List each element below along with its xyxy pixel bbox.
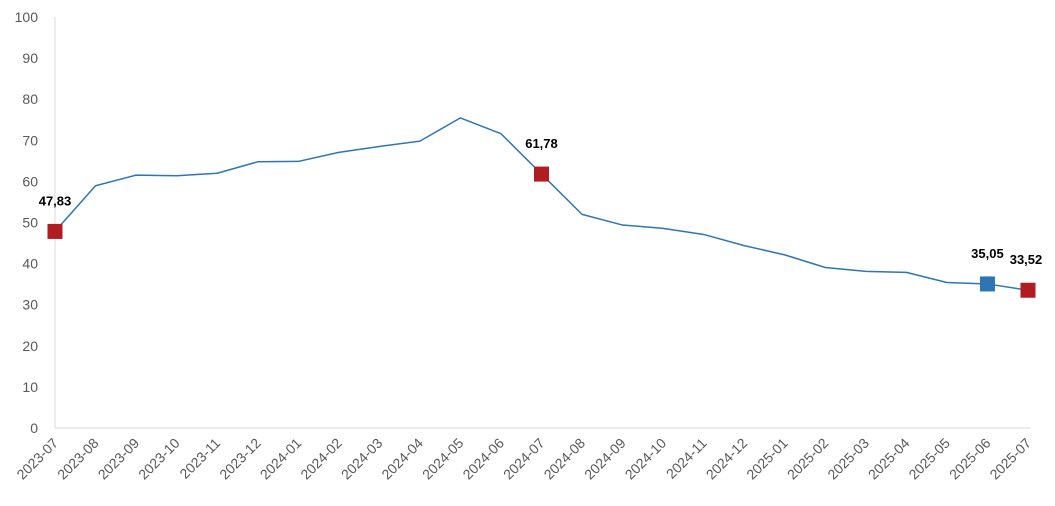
data-labels: 47,83 61,78 35,05 33,52 bbox=[39, 136, 1043, 267]
y-tick-label: 90 bbox=[22, 50, 38, 66]
x-tick-label: 2024-07 bbox=[500, 435, 548, 483]
y-tick-label: 70 bbox=[22, 132, 38, 148]
x-tick-label: 2024-03 bbox=[338, 435, 386, 483]
x-tick-label: 2023-08 bbox=[54, 435, 102, 483]
x-tick-label: 2024-05 bbox=[419, 435, 467, 483]
axes: 01020304050607080901002023-072023-082023… bbox=[13, 9, 1034, 482]
x-tick-label: 2024-08 bbox=[541, 435, 589, 483]
x-tick-label: 2025-01 bbox=[743, 435, 791, 483]
x-tick-label: 2024-02 bbox=[297, 435, 345, 483]
x-tick-label: 2023-12 bbox=[216, 435, 264, 483]
x-tick-label: 2023-07 bbox=[13, 435, 61, 483]
x-tick-label: 2024-12 bbox=[703, 435, 751, 483]
x-tick-label: 2024-09 bbox=[581, 435, 629, 483]
x-tick-label: 2025-03 bbox=[824, 435, 872, 483]
x-tick-label: 2023-09 bbox=[95, 435, 143, 483]
x-tick-label: 2025-05 bbox=[905, 435, 953, 483]
y-tick-label: 20 bbox=[22, 338, 38, 354]
y-tick-label: 60 bbox=[22, 173, 38, 189]
data-label: 33,52 bbox=[1010, 252, 1043, 267]
y-tick-label: 50 bbox=[22, 215, 38, 231]
data-label: 47,83 bbox=[39, 193, 72, 208]
highlight-marker bbox=[47, 223, 63, 239]
x-tick-label: 2024-01 bbox=[257, 435, 305, 483]
highlight-markers bbox=[47, 166, 1036, 298]
x-tick-label: 2025-06 bbox=[946, 435, 994, 483]
y-tick-label: 30 bbox=[22, 297, 38, 313]
highlight-marker bbox=[1020, 282, 1036, 298]
data-label: 61,78 bbox=[525, 136, 558, 151]
highlight-marker bbox=[979, 276, 995, 292]
y-tick-label: 80 bbox=[22, 91, 38, 107]
data-label: 35,05 bbox=[971, 246, 1004, 261]
y-tick-label: 100 bbox=[15, 9, 39, 25]
y-tick-label: 0 bbox=[30, 420, 38, 436]
y-tick-label: 40 bbox=[22, 256, 38, 272]
x-tick-label: 2025-07 bbox=[986, 435, 1034, 483]
y-tick-label: 10 bbox=[22, 379, 38, 395]
x-tick-label: 2024-11 bbox=[663, 435, 710, 482]
x-tick-label: 2024-06 bbox=[459, 435, 507, 483]
x-tick-label: 2024-04 bbox=[378, 435, 426, 483]
x-tick-label: 2024-10 bbox=[622, 435, 670, 483]
x-tick-label: 2023-11 bbox=[176, 435, 223, 482]
x-tick-label: 2025-04 bbox=[865, 435, 913, 483]
x-tick-label: 2023-10 bbox=[135, 435, 183, 483]
x-tick-label: 2025-02 bbox=[784, 435, 832, 483]
highlight-marker bbox=[534, 166, 549, 182]
